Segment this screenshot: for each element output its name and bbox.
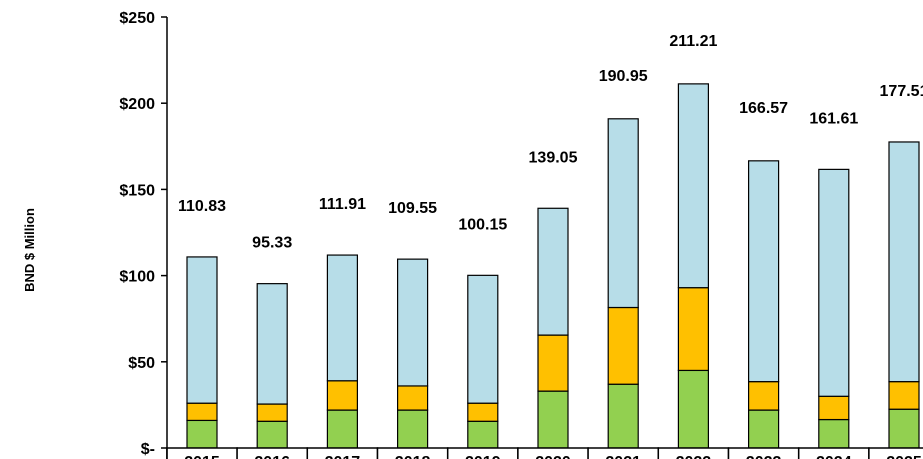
bar-segment-2021-1 [607,383,639,449]
bar-segment-2022-2 [677,287,710,372]
total-value-label: 111.91 [319,196,366,213]
y-tick-label: $- [141,441,155,458]
bar-segment-2024-2 [818,395,850,421]
bar-segment-2020-3 [537,207,569,336]
bar-segment-2017-1 [326,409,358,449]
bar-segment-2018-3 [397,258,429,387]
x-category-label: 2021 [605,454,641,459]
x-category-label: 2022 [676,454,712,459]
bar-segment-2021-3 [607,118,639,309]
bar-segment-2022-3 [677,83,710,289]
bar-segment-2020-2 [537,334,569,392]
bar-segment-2016-1 [256,420,288,449]
total-value-label: 100.15 [458,216,507,233]
y-tick-label: $200 [119,96,155,113]
bar-segment-2023-3 [747,160,780,383]
total-value-label: 139.05 [529,149,578,166]
bar-segment-2019-1 [467,420,499,449]
total-value-labels: 110.83 95.33 111.91 109.55 100.15 139.05 190.9… [178,33,923,252]
x-axis-category-cells: 2015 2016 2017 2018 2019 2020 2021 2022 2023 2024… [166,447,923,459]
x-category-label: 2018 [395,454,431,459]
bar-segment-2018-1 [397,409,429,449]
y-axis-ticks: $- $50 $100 $150 $200 $250 [119,10,167,458]
x-category-label: 2015 [184,454,220,459]
bar-segment-2022-1 [677,369,710,449]
x-category-label: 2016 [254,454,290,459]
y-axis-title: BND $ Million [22,208,37,292]
x-category-label: 2023 [746,454,782,459]
total-value-label: 109.55 [388,200,437,217]
x-category-cell [868,447,923,459]
bar-segment-2015-1 [186,419,218,449]
bar-segment-2016-3 [256,283,288,405]
x-category-label: 2025 [886,454,922,459]
total-value-label: 166.57 [739,100,788,117]
bar-segment-2018-2 [397,385,429,411]
total-value-label: 95.33 [252,235,292,252]
bar-segment-2024-1 [818,418,850,449]
total-value-label: 110.83 [178,198,226,215]
total-value-label: 177.51 [880,83,923,100]
y-tick-label: $50 [128,355,155,372]
bar-segment-2025-2 [888,381,920,410]
bar-segment-2015-3 [186,256,218,404]
bar-segment-2017-3 [326,254,358,382]
y-tick-label: $100 [119,269,155,286]
x-category-label: 2019 [465,454,501,459]
bar-segment-2021-2 [607,306,639,385]
bar-segment-2019-3 [467,274,499,404]
bar-segment-2015-2 [186,402,218,422]
y-tick-label: $250 [119,10,155,27]
bars [186,83,920,449]
bar-segment-2016-2 [256,403,288,422]
bar-segment-2025-1 [888,408,920,449]
bar-segment-2025-3 [888,141,920,383]
bar-segment-2024-3 [818,168,850,397]
x-category-label: 2017 [325,454,361,459]
x-category-label: 2020 [535,454,571,459]
bar-segment-2020-1 [537,390,569,449]
bar-segment-2017-2 [326,380,358,411]
bar-segment-2023-2 [747,381,780,411]
x-category-label: 2024 [816,454,852,459]
total-value-label: 190.95 [599,68,648,85]
total-value-label: 161.61 [809,110,858,127]
y-tick-label: $150 [119,182,155,199]
total-value-label: 211.21 [669,33,717,50]
bar-segment-2023-1 [747,409,780,449]
bar-segment-2019-2 [467,402,499,422]
